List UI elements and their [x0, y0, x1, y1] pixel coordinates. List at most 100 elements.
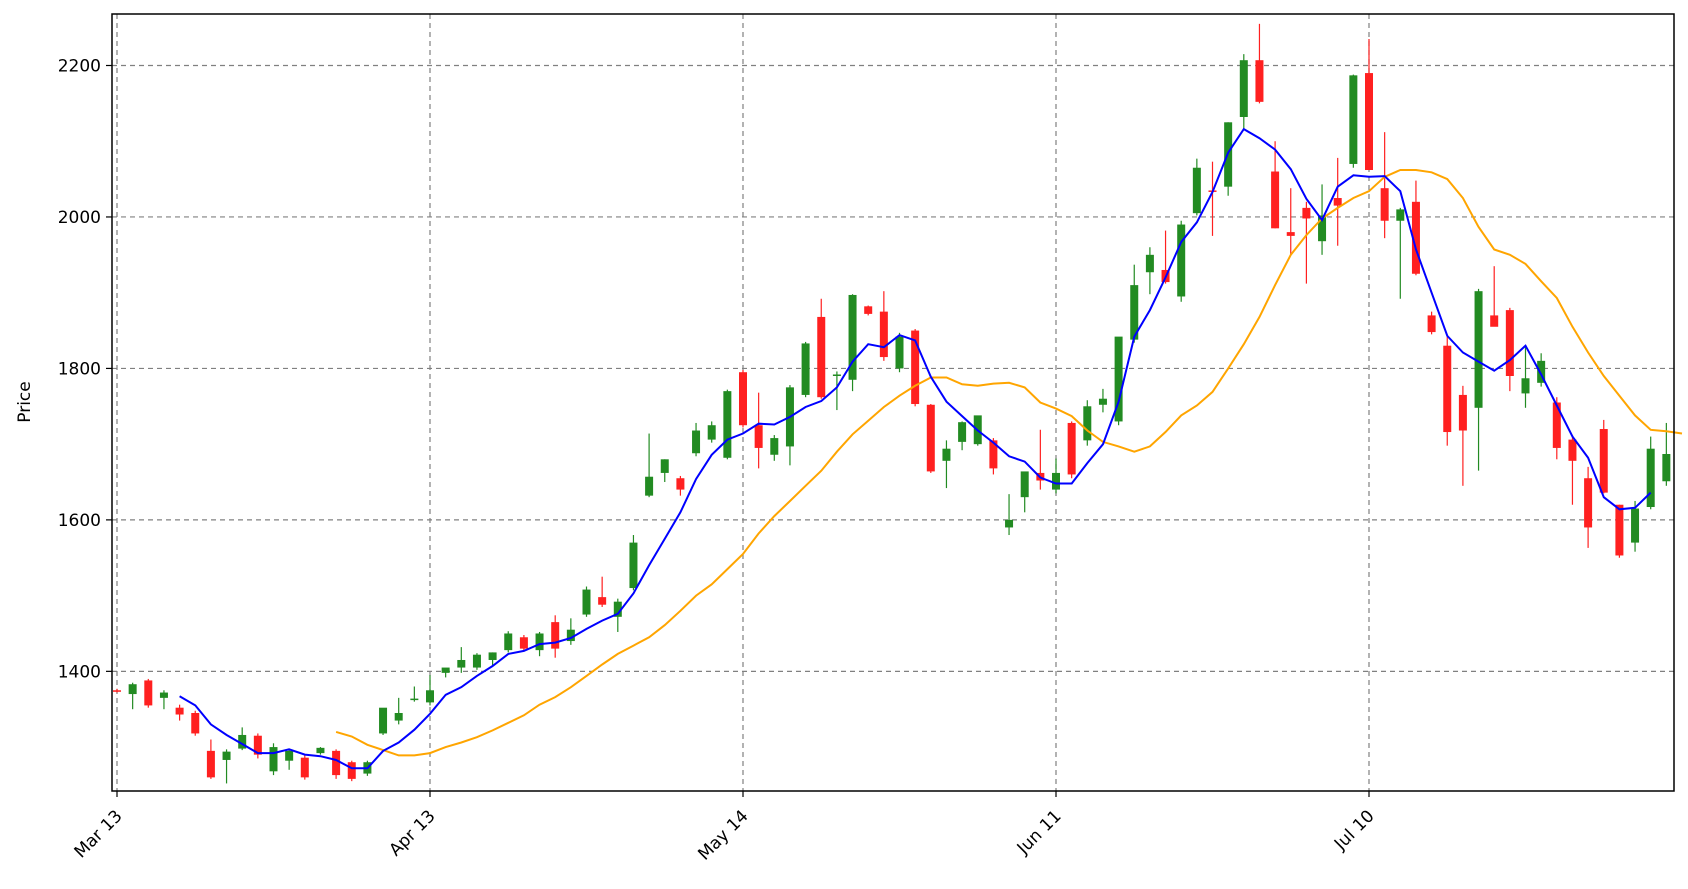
candle [1130, 264, 1139, 343]
candle [1098, 388, 1107, 413]
candle-body [1271, 171, 1280, 229]
candle-body [457, 659, 466, 668]
candle [1302, 201, 1311, 284]
candle-body [598, 597, 607, 605]
candle-body [1365, 73, 1373, 171]
candle-body [817, 316, 826, 398]
candle-body [707, 425, 716, 440]
candle-body [676, 478, 685, 490]
candle-body [848, 294, 857, 380]
candle-body [1584, 478, 1593, 528]
y-tick-label: 1600 [58, 511, 101, 531]
candle [128, 682, 137, 710]
plot-frame [111, 13, 1675, 792]
candle-body [958, 422, 967, 442]
candle-body [519, 637, 528, 649]
candle-body [1145, 254, 1154, 273]
candle-body [1052, 472, 1060, 490]
candle [1052, 458, 1060, 494]
candle-body [316, 747, 325, 754]
candle [1286, 188, 1295, 255]
candle [1537, 353, 1546, 387]
candle-body [1130, 285, 1139, 340]
candle [707, 421, 716, 443]
candle-body [1568, 439, 1577, 461]
candle [332, 749, 341, 779]
candle [754, 392, 763, 469]
candle-body [222, 751, 231, 760]
candle-body [1490, 315, 1499, 327]
candle [676, 475, 685, 496]
candle [285, 748, 294, 770]
candle [926, 404, 935, 473]
candle-body [332, 750, 341, 776]
candle-body [159, 692, 168, 698]
candle [222, 749, 231, 784]
candle-body [300, 757, 309, 778]
candle-body [1302, 207, 1311, 219]
candle-body [1505, 310, 1514, 376]
candle [1599, 419, 1608, 494]
candle-body [645, 476, 654, 496]
candle-body [926, 404, 935, 472]
candle-body [206, 750, 215, 778]
candle-body [441, 667, 450, 673]
candle-body [1599, 429, 1608, 493]
candle [191, 710, 200, 736]
candle-body [1020, 471, 1029, 498]
candle [175, 704, 184, 721]
candle-body [911, 330, 920, 405]
candle-body [864, 306, 873, 314]
candle-body [488, 652, 497, 660]
candle [159, 690, 168, 710]
candle [504, 631, 513, 653]
candle-body [1083, 406, 1092, 441]
candle [1631, 500, 1640, 552]
candle-body [770, 438, 779, 455]
y-axis-label: Price [15, 381, 35, 422]
candle [238, 727, 247, 751]
candle [613, 598, 622, 632]
candle [1490, 266, 1499, 327]
candle-body [551, 622, 560, 649]
candle [832, 371, 841, 411]
x-tick-label: Jul 10 [1330, 806, 1378, 854]
candle-body [1615, 504, 1624, 556]
candle-body [989, 440, 998, 469]
y-tick-label: 2200 [58, 56, 101, 76]
candle-body [566, 629, 575, 642]
candle [1349, 74, 1358, 168]
candle-body [472, 654, 481, 668]
x-tick-label: Jun 11 [1013, 806, 1066, 859]
candle-body [1552, 402, 1561, 448]
candle-body [1411, 201, 1420, 274]
candle-body [1380, 188, 1389, 221]
candle-body [410, 698, 419, 701]
candle [989, 438, 998, 475]
candle-body [238, 734, 247, 749]
candle [316, 747, 325, 755]
candle [848, 294, 857, 392]
candles [113, 23, 1671, 784]
candle [1584, 466, 1593, 548]
candle [1646, 436, 1655, 510]
x-tick-label: May 14 [694, 806, 752, 864]
candle [1443, 336, 1452, 446]
candle-body [613, 601, 622, 617]
candle [426, 675, 434, 706]
x-tick-label: Apr 13 [385, 806, 439, 860]
candle [895, 332, 904, 373]
ma-slow-line [335, 169, 1683, 757]
candle-body [1458, 394, 1467, 431]
candle [1177, 220, 1186, 302]
candle [1239, 54, 1248, 130]
candle [629, 535, 638, 591]
candle-body [1521, 378, 1530, 394]
candle-body [1192, 167, 1201, 214]
candle [692, 422, 701, 457]
candle-body [1255, 60, 1264, 102]
candle [144, 678, 153, 708]
candle [1662, 422, 1671, 486]
candle-body [426, 690, 434, 703]
candle [1192, 158, 1201, 216]
